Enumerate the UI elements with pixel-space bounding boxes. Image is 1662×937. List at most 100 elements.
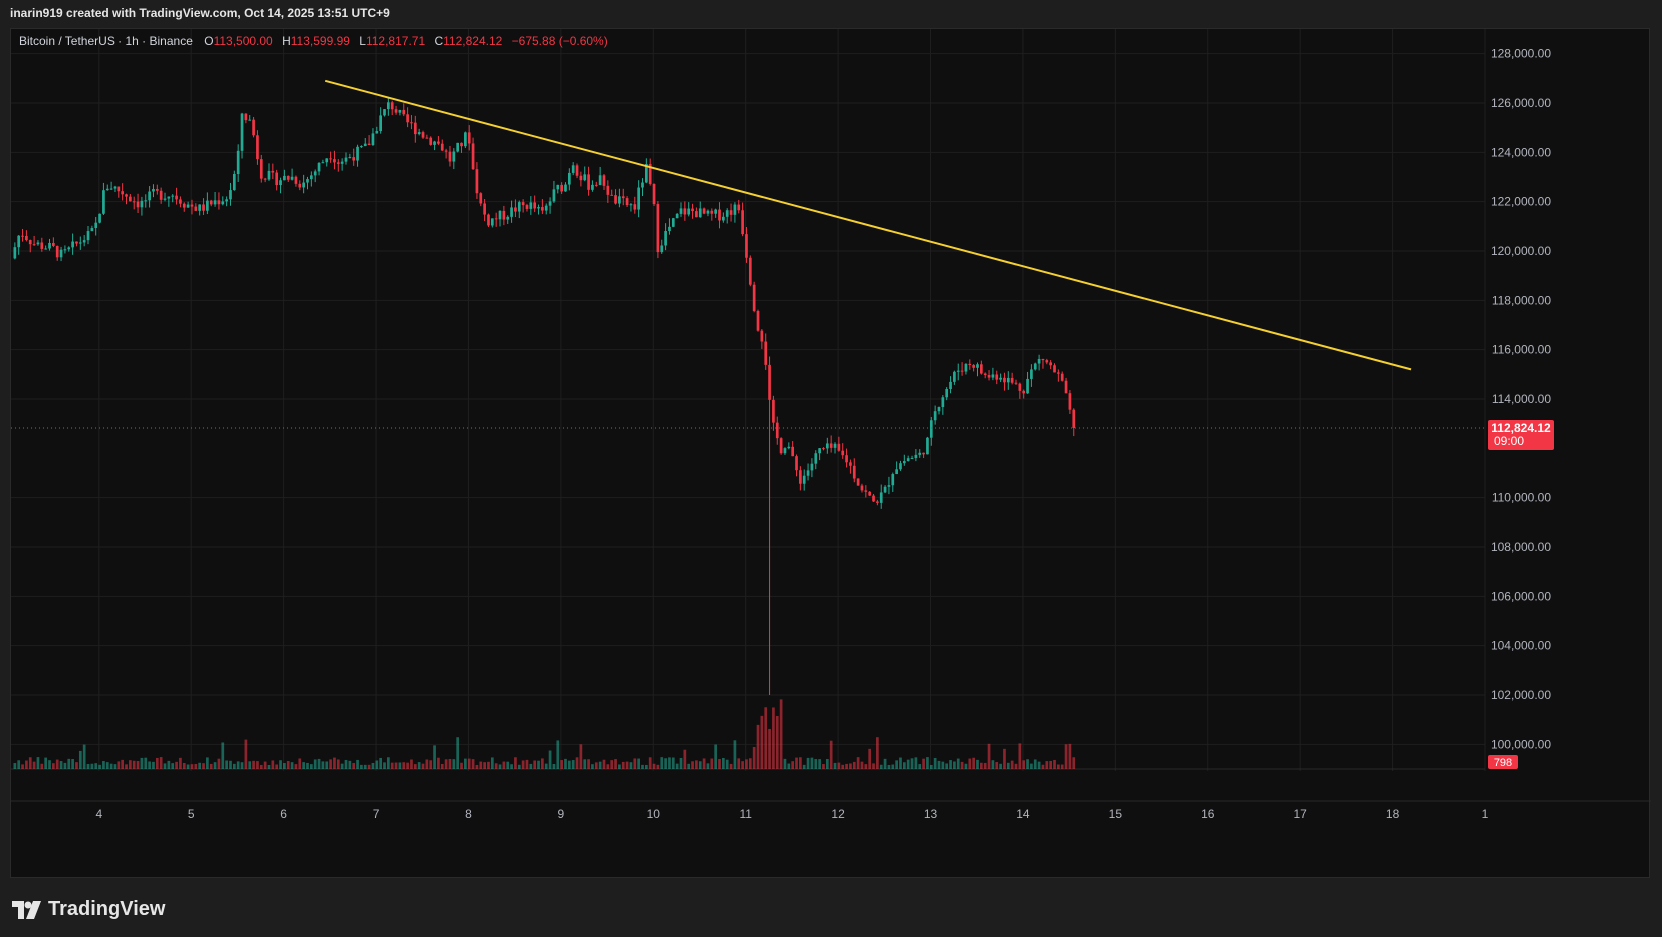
volume-bar xyxy=(67,758,71,769)
volume-bar xyxy=(467,758,471,769)
candle-body xyxy=(109,188,113,190)
candle-body xyxy=(44,248,48,250)
candle-body xyxy=(86,231,90,241)
candle-body xyxy=(179,199,182,204)
volume-bar xyxy=(102,761,105,769)
x-tick-label: 12 xyxy=(831,807,845,821)
candle-body xyxy=(402,109,406,115)
volume-bar xyxy=(691,761,694,769)
volume-bar xyxy=(1057,764,1060,769)
candle-body xyxy=(741,210,744,235)
y-tick-label: 128,000.00 xyxy=(1491,47,1551,61)
candle-body xyxy=(610,194,614,196)
candle-body xyxy=(1060,373,1064,381)
candle-body xyxy=(964,363,968,372)
candle-body xyxy=(167,196,171,199)
candle-body xyxy=(899,463,902,470)
y-tick-label: 104,000.00 xyxy=(1491,639,1551,653)
change-value: −675.88 (−0.60%) xyxy=(511,34,608,48)
volume-bar xyxy=(899,757,902,769)
candle-body xyxy=(806,470,810,476)
chart-panel[interactable]: 4 5 6 7 8 9 10 11 12 13 14 15 16 17 18 1 128,000.00 126,0… xyxy=(10,28,1651,879)
volume-bar xyxy=(1053,759,1056,769)
candle-body xyxy=(113,186,117,189)
candle-body xyxy=(876,501,879,503)
volume-bar xyxy=(52,763,55,769)
candle-body xyxy=(1030,369,1033,379)
y-tick-label: 114,000.00 xyxy=(1492,392,1551,406)
volume-bar xyxy=(283,763,286,769)
volume-bar xyxy=(610,760,614,769)
volume-bar xyxy=(275,764,279,769)
volume-bar xyxy=(94,763,98,769)
candle-body xyxy=(999,377,1002,380)
volume-bar xyxy=(621,761,625,769)
candle-body xyxy=(995,374,999,380)
volume-bar xyxy=(471,759,475,769)
candle-body xyxy=(675,213,679,219)
volume-bar xyxy=(1064,744,1068,769)
candle-body xyxy=(152,188,155,192)
candle-body xyxy=(976,364,979,368)
candle-body xyxy=(375,131,379,134)
volume-bar xyxy=(256,761,259,769)
candle-body xyxy=(987,374,991,378)
volume-bar xyxy=(179,757,182,769)
volume-bar xyxy=(229,760,232,769)
volume-bar xyxy=(949,760,952,769)
candle-body xyxy=(317,162,321,172)
candle-body xyxy=(163,198,167,200)
volume-bar xyxy=(321,761,325,769)
y-tick-label: 118,000.00 xyxy=(1492,293,1551,307)
candle-body xyxy=(960,370,964,372)
candle-body xyxy=(791,446,795,457)
candle-body xyxy=(706,210,710,214)
candle-body xyxy=(236,150,240,174)
candle-body xyxy=(309,175,313,180)
volume-bar xyxy=(490,757,494,769)
candle-body xyxy=(591,184,594,190)
y-tick-label: 102,000.00 xyxy=(1491,688,1551,702)
x-tick-label: 16 xyxy=(1201,807,1215,821)
volume-bar xyxy=(40,763,44,769)
volume-bar xyxy=(167,760,171,769)
candle-body xyxy=(537,207,540,209)
volume-bar xyxy=(567,760,571,769)
candle-body xyxy=(725,210,729,217)
volume-bar xyxy=(313,759,317,769)
candle-body xyxy=(656,204,660,253)
x-tick-label: 9 xyxy=(558,807,565,821)
volume-bar xyxy=(845,763,848,769)
volume-bar xyxy=(1060,764,1064,769)
volume-bar xyxy=(356,759,359,769)
candle-body xyxy=(556,184,560,190)
candle-body xyxy=(132,201,136,203)
price-chart[interactable]: 4 5 6 7 8 9 10 11 12 13 14 15 16 17 18 1 128,000.00 126,0… xyxy=(11,29,1651,879)
volume-bar xyxy=(906,759,910,769)
volume-bar xyxy=(163,763,167,769)
candle-body xyxy=(55,245,59,258)
candle-body xyxy=(294,176,298,184)
volume-bar xyxy=(75,762,78,769)
candle-body xyxy=(768,364,771,400)
volume-bar xyxy=(648,757,652,769)
volume-bar xyxy=(198,762,202,769)
candle-body xyxy=(440,143,444,151)
volume-bar xyxy=(225,760,228,769)
volume-bar xyxy=(1018,743,1022,769)
candle-body xyxy=(833,443,837,448)
volume-bar xyxy=(687,763,691,769)
countdown-label: 09:00 xyxy=(1494,434,1524,448)
candle-body xyxy=(872,495,875,502)
candle-body xyxy=(1006,377,1010,383)
candle-body xyxy=(906,458,910,462)
symbol-label[interactable]: Bitcoin / TetherUS · 1h · Binance xyxy=(19,34,193,48)
volume-bar xyxy=(995,762,999,769)
candle-body xyxy=(606,185,610,195)
candle-body xyxy=(825,443,829,449)
candle-body xyxy=(390,102,394,110)
tradingview-logo[interactable]: TradingView xyxy=(12,898,165,921)
volume-bar xyxy=(895,760,898,769)
volume-bar xyxy=(444,759,448,769)
chart-credit: inarin919 created with TradingView.com, … xyxy=(10,6,390,20)
